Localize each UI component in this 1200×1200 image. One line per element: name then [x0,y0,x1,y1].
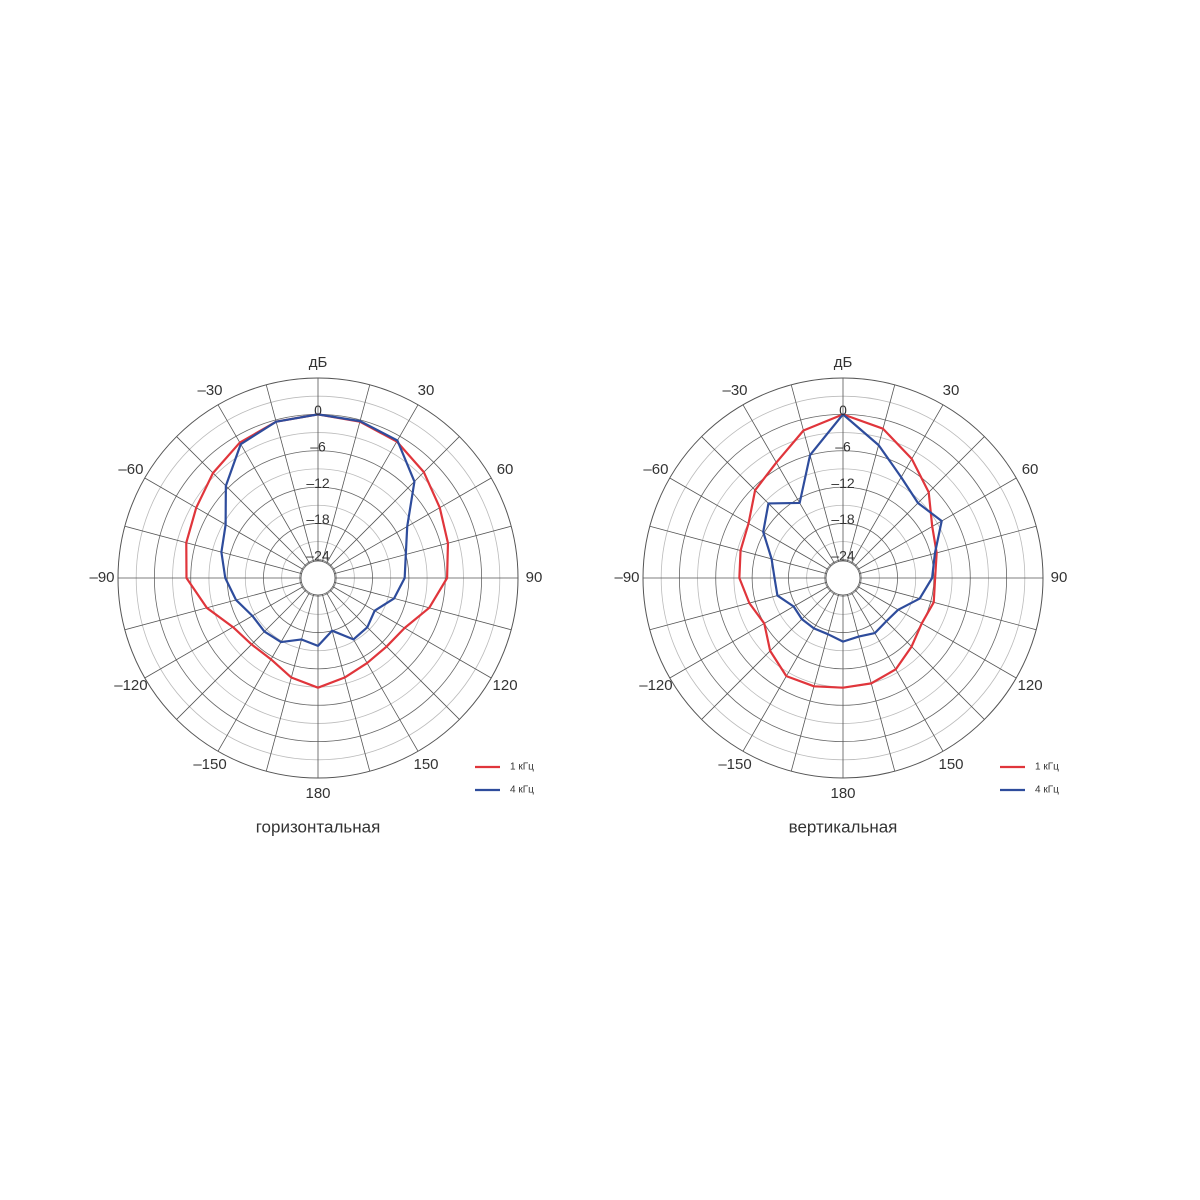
theta-tick-label: 180 [305,785,330,802]
grid-spoke [176,589,307,720]
r-axis-label: дБ [834,354,853,371]
r-tick-label: –24 [831,548,855,564]
grid-spoke [859,582,1037,631]
grid-spoke [851,592,944,752]
grid-spoke [790,594,839,772]
grid-spoke [326,592,419,752]
r-axis-label: дБ [309,354,328,371]
theta-tick-label: –120 [639,677,672,694]
grid-spoke [265,594,314,772]
grid-spoke [701,436,832,567]
grid-spoke [854,436,985,567]
grid-spoke [857,477,1017,570]
grid-spoke [144,586,304,679]
r-tick-label: –12 [306,475,330,491]
theta-tick-label: 120 [493,677,518,694]
grid-spoke [265,384,314,562]
theta-tick-label: 90 [526,569,543,586]
grid-spoke [124,582,302,631]
grid-spoke [332,477,492,570]
theta-tick-label: –30 [197,382,222,399]
theta-tick-label: 90 [1051,569,1068,586]
grid-spoke [322,594,371,772]
grid-spoke [669,586,829,679]
legend-label: 4 кГц [510,785,534,796]
grid-spoke [649,582,827,631]
theta-tick-label: –150 [193,756,226,773]
grid-spoke [326,404,419,564]
theta-tick-label: 180 [830,785,855,802]
r-tick-label: –24 [306,548,330,564]
theta-tick-label: –90 [614,569,639,586]
r-tick-label: 0 [314,402,322,418]
theta-tick-label: 60 [1022,461,1039,478]
chart-title: вертикальная [789,817,898,836]
grid-spoke [334,582,512,631]
grid-spoke [329,589,460,720]
chart-title: горизонтальная [256,817,381,836]
grid-spoke [857,586,1017,679]
r-tick-label: 0 [839,402,847,418]
polar-curve [220,413,416,647]
theta-tick-label: 150 [413,756,438,773]
legend-label: 1 кГц [1035,762,1059,773]
hole [300,560,336,596]
legend-label: 1 кГц [510,762,534,773]
grid-spoke [847,384,896,562]
r-tick-label: –6 [310,438,326,454]
grid-spoke [144,477,304,570]
r-tick-label: –6 [835,438,851,454]
theta-tick-label: –90 [89,569,114,586]
theta-tick-label: 150 [938,756,963,773]
grid-spoke [742,592,835,752]
polar-chart: 1 кГц 4 кГц 0 –6 –12 –18 –24 –30 30 –60 60 –90 90 –12… [89,354,542,837]
polar-curve [762,413,943,643]
grid-spoke [217,404,310,564]
grid-spoke [701,589,832,720]
grid-spoke [742,404,835,564]
grid-spoke [217,592,310,752]
r-tick-label: –18 [831,511,855,527]
r-tick-label: –18 [306,511,330,527]
grid-spoke [322,384,371,562]
grid-spoke [649,525,827,574]
grid-spoke [124,525,302,574]
legend-label: 4 кГц [1035,785,1059,796]
theta-tick-label: –30 [722,382,747,399]
grid-spoke [329,436,460,567]
theta-tick-label: –60 [643,461,668,478]
theta-tick-label: 30 [418,382,435,399]
polar-chart: 1 кГц 4 кГц 0 –6 –12 –18 –24 –30 30 –60 60 –90 90 –12… [614,354,1067,837]
grid-spoke [334,525,512,574]
grid-spoke [854,589,985,720]
theta-tick-label: –150 [718,756,751,773]
grid-spoke [332,586,492,679]
theta-tick-label: –60 [118,461,143,478]
theta-tick-label: 120 [1018,677,1043,694]
hole [825,560,861,596]
grid-spoke [790,384,839,562]
grid-spoke [859,525,1037,574]
grid-spoke [176,436,307,567]
grid-spoke [851,404,944,564]
theta-tick-label: 30 [943,382,960,399]
r-tick-label: –12 [831,475,855,491]
theta-tick-label: 60 [497,461,514,478]
theta-tick-label: –120 [114,677,147,694]
